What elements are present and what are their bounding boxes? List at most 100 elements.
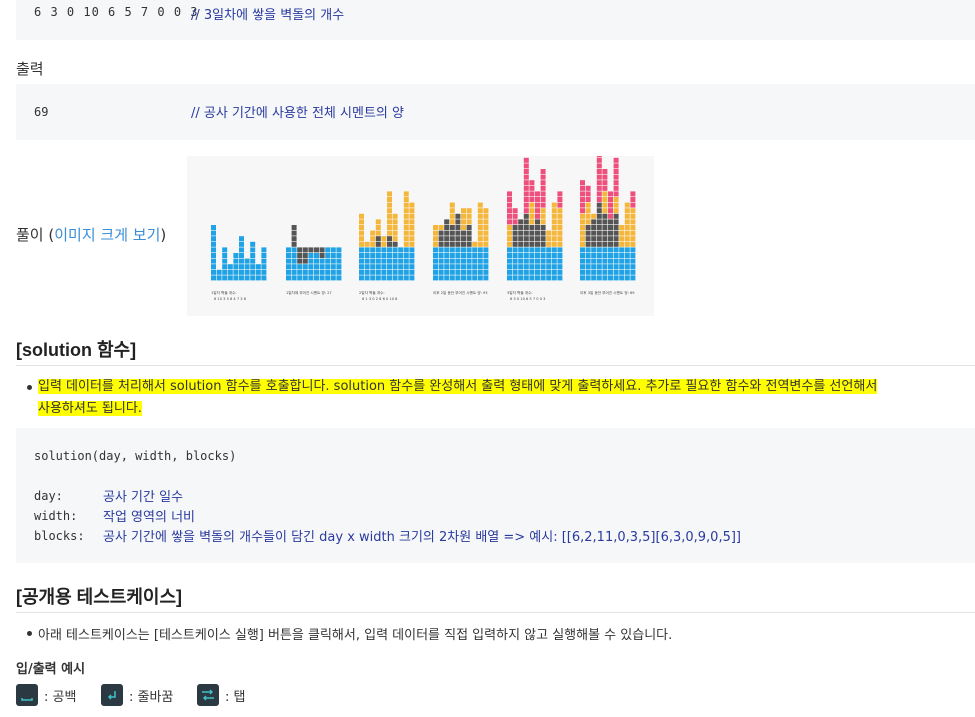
block-cell xyxy=(438,258,444,264)
block-cell xyxy=(518,269,524,275)
block-cell xyxy=(529,253,535,258)
block-cell xyxy=(523,213,529,219)
block-cell xyxy=(540,180,546,186)
block-cell xyxy=(409,275,415,281)
block-cell xyxy=(523,236,529,242)
block-cell xyxy=(557,191,563,197)
block-cell xyxy=(403,208,409,214)
block-cell xyxy=(585,191,591,197)
block-cell xyxy=(523,264,529,270)
block-cell xyxy=(557,197,563,202)
block-cell xyxy=(596,169,602,174)
block-cell xyxy=(233,269,239,275)
block-cell xyxy=(585,208,591,214)
block-cell xyxy=(403,253,409,258)
block-cell xyxy=(551,213,557,219)
enlarge-image-link[interactable]: 이미지 크게 보기 xyxy=(54,226,161,244)
block-cell xyxy=(512,258,518,264)
block-cell xyxy=(523,225,529,230)
block-cell xyxy=(585,236,591,242)
block-cell xyxy=(433,241,438,247)
block-cell xyxy=(585,225,591,230)
block-cell xyxy=(624,213,630,219)
block-cell xyxy=(472,258,478,264)
block-cell xyxy=(596,202,602,208)
block-cell xyxy=(523,219,529,225)
block-cell xyxy=(438,253,444,258)
block-cell xyxy=(596,163,602,169)
block-cell xyxy=(529,230,535,236)
block-cell xyxy=(630,275,636,281)
block-cell xyxy=(596,213,602,219)
block-cell xyxy=(466,264,472,270)
block-cell xyxy=(466,230,472,236)
block-cell xyxy=(403,241,409,247)
param-desc-blocks: 공사 기간에 쌓을 벽돌의 개수들이 담긴 day x width 크기의 2차… xyxy=(103,530,742,545)
block-cell xyxy=(409,247,415,253)
block-cell xyxy=(211,247,216,253)
block-cell xyxy=(540,253,546,258)
block-cell xyxy=(596,230,602,236)
block-cell xyxy=(483,269,489,275)
block-cell xyxy=(512,241,518,247)
block-cell xyxy=(302,264,308,270)
block-cell xyxy=(613,163,619,169)
block-cell xyxy=(449,241,455,247)
block-cell xyxy=(580,191,585,197)
block-cell xyxy=(330,247,336,253)
block-cell xyxy=(580,275,585,281)
bullet-dot xyxy=(27,385,32,390)
block-cell xyxy=(250,264,256,270)
block-cell xyxy=(239,264,244,270)
block-cell xyxy=(291,247,297,253)
block-cell xyxy=(535,264,540,270)
block-cell xyxy=(596,185,602,191)
block-cell xyxy=(381,236,387,242)
block-cell xyxy=(444,253,450,258)
block-cell xyxy=(523,253,529,258)
block-cell xyxy=(512,225,518,230)
block-cell xyxy=(455,225,461,230)
block-cell xyxy=(239,236,244,242)
block-cell xyxy=(466,258,472,264)
block-cell xyxy=(403,247,409,253)
block-cell xyxy=(398,247,404,253)
block-cell xyxy=(535,230,540,236)
block-cell xyxy=(580,208,585,214)
block-cell xyxy=(483,258,489,264)
block-cell xyxy=(529,208,535,214)
block-cell xyxy=(387,213,392,219)
block-cell xyxy=(535,236,540,242)
block-cell xyxy=(507,275,512,281)
block-cell xyxy=(551,264,557,270)
block-cell xyxy=(364,253,370,258)
block-cell xyxy=(540,174,546,180)
block-cell xyxy=(319,275,325,281)
block-cell xyxy=(286,264,291,270)
block-cell xyxy=(518,258,524,264)
block-cell xyxy=(433,225,438,230)
block-cell xyxy=(449,236,455,242)
block-cell xyxy=(336,247,342,253)
block-cell xyxy=(518,225,524,230)
block-cell xyxy=(375,247,381,253)
block-cell xyxy=(370,230,376,236)
block-cell xyxy=(602,197,608,202)
block-cell xyxy=(286,269,291,275)
block-cell xyxy=(596,275,602,281)
block-cell xyxy=(630,236,636,242)
block-cell xyxy=(596,241,602,247)
block-cell xyxy=(529,275,535,281)
block-cell xyxy=(211,225,216,230)
block-cell xyxy=(239,258,244,264)
block-cell xyxy=(461,241,466,247)
block-cell xyxy=(529,247,535,253)
block-cell xyxy=(370,258,376,264)
solution-figure[interactable]: 1일차 벽돌 개수: 6 10 3 5 8 4 7 3 6 1일차에 부어진 시멘트… xyxy=(187,146,654,316)
block-cell xyxy=(596,174,602,180)
block-cell xyxy=(261,269,267,275)
block-cell xyxy=(523,163,529,169)
block-cell xyxy=(613,230,619,236)
block-cell xyxy=(557,253,563,258)
block-cell xyxy=(370,275,376,281)
